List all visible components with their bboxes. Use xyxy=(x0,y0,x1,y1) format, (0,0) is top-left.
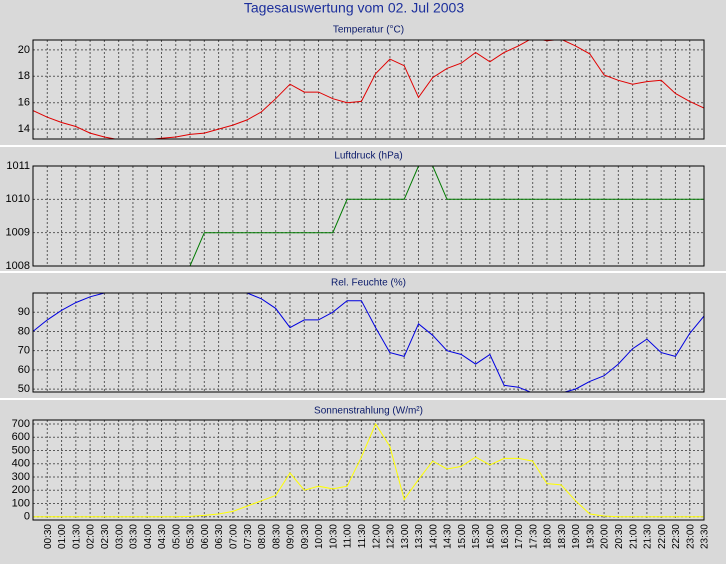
x-tick-label: 19:30 xyxy=(585,524,596,549)
x-tick-label: 04:00 xyxy=(143,524,154,549)
y-tick-label: 100 xyxy=(12,497,30,509)
x-tick-label: 17:30 xyxy=(528,524,539,549)
y-tick-label: 18 xyxy=(18,70,30,82)
x-tick-label: 14:30 xyxy=(443,524,454,549)
panel-title: Sonnenstrahlung (W/m²) xyxy=(314,406,423,417)
x-tick-label: 21:00 xyxy=(628,524,639,549)
x-tick-label: 16:30 xyxy=(500,524,511,549)
y-tick-label: 500 xyxy=(12,444,30,456)
y-tick-label: 1011 xyxy=(6,160,30,172)
data-line xyxy=(33,40,704,139)
y-tick-label: 1008 xyxy=(6,260,30,272)
x-tick-label: 22:00 xyxy=(657,524,668,549)
x-tick-label: 13:00 xyxy=(400,524,411,549)
y-tick-label: 0 xyxy=(24,511,30,523)
x-tick-label: 06:00 xyxy=(200,524,211,549)
x-tick-label: 06:30 xyxy=(214,524,225,549)
x-tick-label: 16:00 xyxy=(485,524,496,549)
y-tick-label: 60 xyxy=(18,364,30,376)
plot-border xyxy=(32,165,705,267)
plot-border xyxy=(32,419,705,521)
y-tick-label: 90 xyxy=(18,306,30,318)
y-tick-label: 1010 xyxy=(6,193,30,205)
panel-title: Temperatur (°C) xyxy=(333,25,404,36)
y-tick-label: 70 xyxy=(18,345,30,357)
x-tick-label: 11:30 xyxy=(357,524,368,549)
x-tick-label: 00:30 xyxy=(43,524,54,549)
x-tick-label: 09:30 xyxy=(300,524,311,549)
x-tick-label: 11:00 xyxy=(343,524,354,549)
x-tick-label: 18:00 xyxy=(543,524,554,549)
x-tick-label: 10:00 xyxy=(314,524,325,549)
y-tick-label: 16 xyxy=(18,97,30,109)
x-tick-label: 04:30 xyxy=(157,524,168,549)
y-tick-label: 400 xyxy=(12,458,30,470)
y-tick-label: 300 xyxy=(12,471,30,483)
y-tick-label: 1009 xyxy=(6,227,30,239)
x-tick-label: 15:00 xyxy=(457,524,468,549)
x-tick-label: 05:30 xyxy=(186,524,197,549)
plot-border xyxy=(32,292,705,393)
plot-border xyxy=(32,39,705,140)
x-tick-label: 20:30 xyxy=(614,524,625,549)
x-tick-label: 13:30 xyxy=(414,524,425,549)
data-line xyxy=(33,422,704,518)
y-tick-label: 80 xyxy=(18,325,30,337)
x-tick-label: 08:00 xyxy=(257,524,268,549)
plot-area xyxy=(32,165,705,267)
x-tick-label: 05:00 xyxy=(171,524,182,549)
data-line xyxy=(33,166,704,266)
y-tick-label: 20 xyxy=(18,44,30,56)
x-tick-label: 15:30 xyxy=(471,524,482,549)
y-tick-label: 600 xyxy=(12,431,30,443)
y-tick-label: 200 xyxy=(12,484,30,496)
panel-title: Rel. Feuchte (%) xyxy=(331,278,406,289)
x-tick-label: 02:30 xyxy=(100,524,111,549)
x-tick-label: 03:30 xyxy=(129,524,140,549)
x-tick-label: 12:30 xyxy=(386,524,397,549)
y-tick-label: 700 xyxy=(12,418,30,430)
x-tick-label: 18:30 xyxy=(557,524,568,549)
main-title: Tagesauswertung vom 02. Jul 2003 xyxy=(244,0,464,16)
x-tick-label: 14:00 xyxy=(428,524,439,549)
x-tick-label: 01:30 xyxy=(71,524,82,549)
plot-area xyxy=(32,419,705,521)
x-tick-label: 07:30 xyxy=(243,524,254,549)
x-tick-label: 08:30 xyxy=(271,524,282,549)
x-tick-label: 01:00 xyxy=(57,524,68,549)
x-tick-label: 09:00 xyxy=(286,524,297,549)
y-tick-label: 14 xyxy=(18,123,30,135)
x-tick-label: 23:00 xyxy=(685,524,696,549)
x-tick-label: 21:30 xyxy=(643,524,654,549)
panel-title: Luftdruck (hPa) xyxy=(334,151,402,162)
x-tick-label: 07:00 xyxy=(229,524,240,549)
x-tick-label: 23:30 xyxy=(700,524,711,549)
x-tick-label: 20:00 xyxy=(600,524,611,549)
data-line xyxy=(33,293,704,392)
x-tick-label: 12:00 xyxy=(371,524,382,549)
x-tick-label: 19:00 xyxy=(571,524,582,549)
x-tick-label: 22:30 xyxy=(671,524,682,549)
x-tick-label: 02:00 xyxy=(86,524,97,549)
x-tick-label: 10:30 xyxy=(328,524,339,549)
plot-area xyxy=(32,39,705,140)
y-tick-label: 50 xyxy=(18,383,30,395)
plot-area xyxy=(32,292,705,393)
x-tick-label: 17:00 xyxy=(514,524,525,549)
x-tick-label: 03:00 xyxy=(114,524,125,549)
